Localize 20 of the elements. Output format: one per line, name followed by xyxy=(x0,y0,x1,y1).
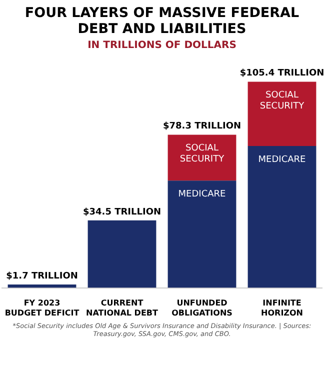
x-tick-label: FY 2023 BUDGET DEFICIT xyxy=(4,298,80,318)
bar xyxy=(168,134,236,181)
text: SOCIAL SECURITY xyxy=(260,90,304,112)
bar xyxy=(8,284,76,288)
bar xyxy=(168,180,236,288)
series-label: SOCIAL SECURITY xyxy=(180,144,225,165)
text: MEDICARE xyxy=(258,155,306,166)
x-tick-label: CURRENT NATIONAL DEBT xyxy=(86,298,159,318)
x-tick-label: INFINITE HORIZON xyxy=(261,298,303,318)
annotation: $105.4 TRILLION xyxy=(240,68,324,79)
bar xyxy=(248,146,316,288)
bar xyxy=(248,82,316,146)
chart-subtitle: IN TRILLIONS OF DOLLARS xyxy=(86,40,238,52)
bar xyxy=(88,220,156,288)
annotation: $1.7 TRILLION xyxy=(6,271,78,282)
annotation: $34.5 TRILLION xyxy=(82,207,162,218)
series-label: MEDICARE xyxy=(178,190,226,200)
x-tick-label: UNFUNDED OBLIGATIONS xyxy=(172,298,233,318)
annotation: $78.3 TRILLION xyxy=(162,122,242,132)
chart-title: FOUR LAYERS OF MASSIVE FEDERAL DEBT AND LIABILITIES xyxy=(24,5,300,38)
